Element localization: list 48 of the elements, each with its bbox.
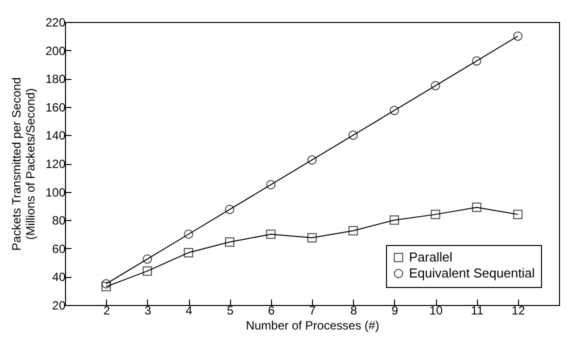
x-tick-label: 8 (350, 304, 358, 318)
x-tick-label: 7 (309, 304, 316, 318)
y-tick-label: 20 (52, 298, 66, 312)
point (307, 155, 317, 165)
y-tick-label: 220 (45, 16, 66, 30)
y-tick-label: 100 (45, 185, 66, 200)
x-tick-label: 4 (186, 304, 193, 318)
point (266, 230, 276, 239)
legend-label: Parallel (409, 250, 452, 264)
point (430, 210, 440, 220)
point (430, 81, 440, 90)
y-tick-label: 120 (45, 157, 66, 171)
point (390, 106, 400, 116)
y-tick-label: 140 (45, 128, 66, 143)
x-tick-label: 10 (429, 304, 443, 318)
x-tick-label: 2 (103, 304, 110, 318)
point (348, 130, 358, 140)
legend-label: Equivalent Sequential (409, 266, 535, 280)
point (266, 180, 276, 190)
x-axis-title: Number of Processes (#) (246, 318, 380, 332)
point (513, 210, 523, 220)
x-tick-label: 5 (226, 304, 234, 318)
point (184, 248, 194, 258)
point (142, 254, 152, 264)
y-tick-label: 60 (52, 242, 66, 256)
point (390, 215, 400, 225)
point (142, 266, 152, 276)
y-tick-label: 80 (52, 214, 66, 228)
point (307, 233, 317, 242)
y-tick-label: 40 (52, 270, 66, 284)
point (513, 31, 523, 41)
point (101, 282, 111, 292)
point (472, 202, 482, 212)
x-tick-label: 6 (268, 304, 275, 318)
point (348, 226, 358, 236)
point (472, 56, 482, 66)
x-tick-label: 9 (391, 304, 398, 318)
x-tick-label: 11 (470, 304, 484, 318)
y-tick-label: 160 (45, 100, 66, 114)
point (184, 230, 194, 239)
point (101, 279, 111, 288)
y-tick-label: 180 (45, 72, 66, 86)
y-tick-label: 200 (45, 44, 66, 58)
x-tick-label: 3 (144, 304, 152, 318)
point (224, 237, 234, 247)
y-axis-title: Packets Transmitted per Second (Millions of Packets/Second) (9, 77, 38, 251)
point (224, 204, 234, 214)
x-tick-label: 12 (512, 304, 526, 318)
